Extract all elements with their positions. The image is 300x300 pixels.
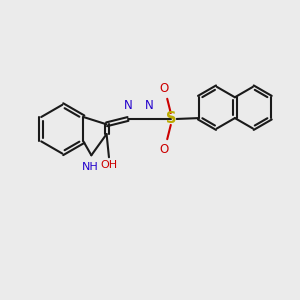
Text: NH: NH <box>82 162 98 172</box>
Text: O: O <box>159 82 168 95</box>
Text: O: O <box>159 143 168 156</box>
Text: S: S <box>166 112 176 127</box>
Text: OH: OH <box>100 160 118 170</box>
Text: N: N <box>145 99 154 112</box>
Text: N: N <box>124 99 132 112</box>
